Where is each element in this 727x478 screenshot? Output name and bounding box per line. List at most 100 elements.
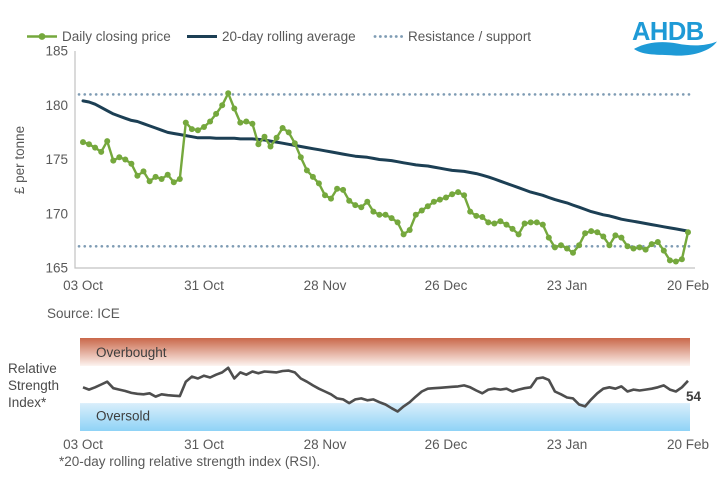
ahdb-logo-wave [634, 41, 717, 56]
daily-price-marker [551, 244, 558, 251]
x-tick-label: 03 Oct [63, 278, 103, 293]
daily-price-marker [176, 176, 183, 182]
y-tick-label: 175 [45, 152, 68, 167]
daily-price-marker [116, 154, 123, 161]
y-tick-label: 180 [45, 98, 68, 113]
daily-price-marker [358, 204, 365, 211]
daily-price-marker [479, 214, 486, 220]
daily-price-line [82, 92, 690, 263]
daily-price-marker [515, 231, 522, 238]
daily-price-marker [497, 218, 504, 225]
daily-price-marker [400, 231, 407, 238]
daily-price-marker [418, 207, 425, 214]
rsi-line [82, 366, 689, 413]
daily-price-marker [648, 241, 655, 248]
daily-price-marker [527, 219, 534, 226]
daily-price-marker [152, 173, 159, 180]
rsi-x-tick-label: 03 Oct [63, 437, 103, 452]
daily-price-marker [140, 168, 147, 175]
daily-price-marker [576, 242, 583, 249]
daily-price-marker [436, 196, 443, 203]
ahdb-logo-text: AHDB [632, 18, 704, 46]
daily-price-marker [394, 219, 401, 226]
rsi-axis-label-line3: Index* [8, 395, 47, 410]
daily-price-marker [461, 192, 468, 199]
daily-price-marker [503, 221, 510, 228]
ahdb-logo: AHDB [632, 15, 720, 66]
x-tick-label: 28 Nov [304, 278, 347, 293]
daily-price-marker [86, 141, 92, 148]
daily-price-line-marker-icon [27, 33, 57, 40]
y-tick-label: 165 [45, 261, 68, 276]
daily-price-marker [92, 144, 99, 151]
daily-price-marker [485, 219, 492, 226]
daily-price-marker [624, 243, 631, 250]
daily-price-marker [491, 220, 498, 227]
legend-label-daily-price: Daily closing price [62, 29, 171, 44]
rsi-axis-label-line1: Relative [8, 361, 57, 376]
daily-price-marker [545, 234, 552, 241]
daily-price-marker [104, 138, 111, 145]
daily-price-marker [134, 172, 141, 179]
daily-price-marker [334, 185, 341, 192]
rolling-average-line-icon [187, 35, 217, 38]
x-tick-label: 26 Dec [425, 278, 468, 293]
rolling-average-line [81, 99, 690, 233]
daily-price-marker [267, 143, 274, 150]
daily-price-marker [273, 134, 280, 141]
daily-price-marker [146, 178, 153, 185]
legend-label-resistance-support: Resistance / support [408, 29, 532, 44]
daily-price-marker [364, 198, 371, 205]
rsi-x-tick-label: 26 Dec [425, 437, 468, 452]
daily-price-marker [430, 198, 437, 205]
daily-price-marker [207, 118, 214, 125]
daily-price-marker [255, 141, 262, 148]
daily-price-marker [618, 234, 625, 241]
daily-price-marker [509, 225, 516, 232]
daily-price-marker [612, 232, 619, 239]
daily-price-marker [473, 212, 480, 219]
y-axis-title: £ per tonne [12, 126, 27, 194]
rsi-axis-label-line2: Strength [8, 378, 60, 393]
daily-price-marker [666, 257, 673, 264]
ahdb-logo-graphic: AHDB [632, 18, 717, 56]
overbought-label: Overbought [96, 345, 167, 360]
rsi-x-tick-label: 20 Feb [667, 437, 709, 452]
daily-price-marker [194, 127, 201, 134]
daily-price-marker [340, 186, 347, 193]
daily-price-marker [122, 156, 129, 163]
daily-price-marker [158, 176, 165, 182]
source-note: Source: ICE [47, 306, 120, 321]
daily-price-marker [382, 211, 389, 218]
daily-price-marker [455, 189, 462, 196]
daily-price-marker [558, 242, 564, 249]
daily-price-marker [388, 215, 395, 222]
daily-price-marker [231, 105, 238, 112]
daily-price-marker [630, 245, 637, 252]
oversold-band [80, 403, 690, 431]
daily-price-marker [424, 203, 431, 210]
daily-price-marker [521, 220, 528, 227]
daily-price-marker [660, 247, 667, 254]
daily-price-marker [412, 211, 419, 218]
daily-price-marker [80, 139, 86, 146]
daily-price-marker [352, 202, 359, 209]
daily-price-marker [678, 256, 685, 263]
daily-price-marker [285, 129, 292, 136]
daily-price-marker [279, 125, 286, 131]
daily-price-marker [654, 239, 661, 245]
daily-price-marker [533, 219, 540, 226]
daily-price-marker [170, 179, 177, 186]
price-chart: 165 170 175 180 185 03 Oct 31 Oct 28 Nov 26 Dec 2… [12, 44, 709, 294]
legend-item-resistance-support: Resistance / support [372, 28, 531, 45]
rsi-footnote: *20-day rolling relative strength index … [59, 454, 321, 469]
daily-price-marker [164, 171, 171, 178]
daily-price-marker [406, 227, 413, 233]
daily-price-marker [376, 211, 383, 218]
rsi-x-tick-label: 31 Oct [184, 437, 224, 452]
daily-price-marker [219, 102, 226, 109]
daily-price-marker [570, 249, 576, 256]
axis-lines [74, 51, 695, 269]
daily-price-marker [582, 230, 589, 237]
daily-price-marker [672, 258, 679, 265]
